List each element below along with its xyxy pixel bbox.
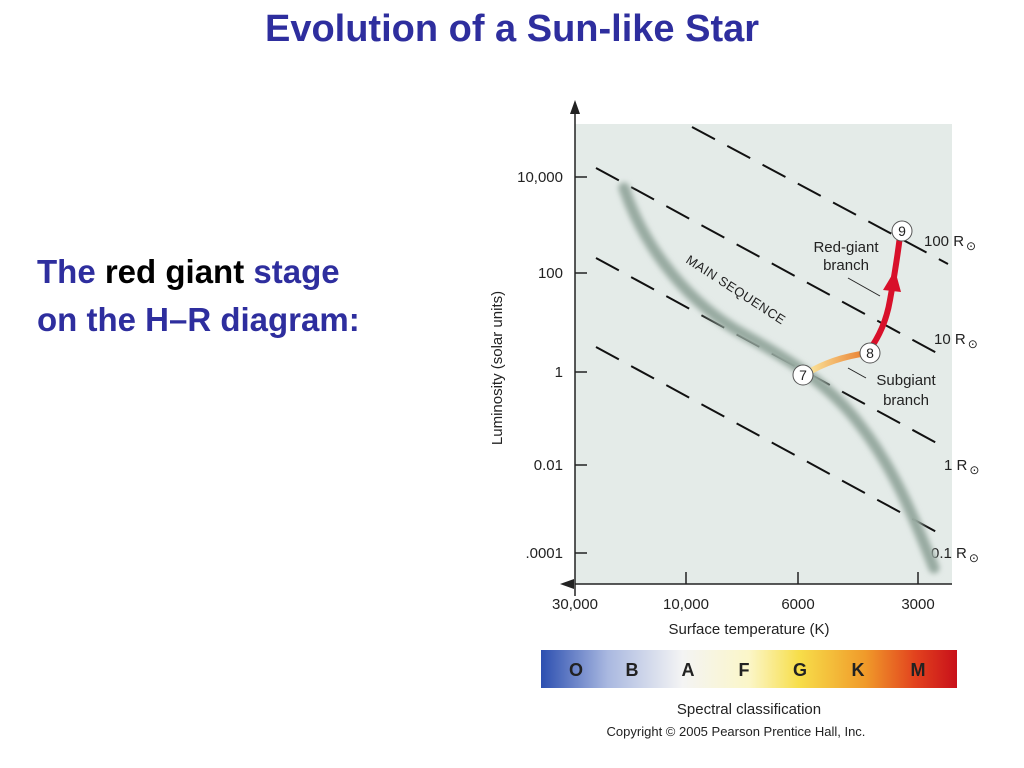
spectral-label: Spectral classification <box>677 701 821 718</box>
y-axis-arrow <box>570 100 580 114</box>
y-tick-label: 100 <box>538 265 563 282</box>
subgiant-label-line2: branch <box>883 392 929 409</box>
radius-line-10 <box>595 167 947 359</box>
subgiant-label-line1: Subgiant <box>876 372 936 389</box>
radius-label-1: 1 R ⊙ <box>944 457 979 477</box>
x-tick-label: 30,000 <box>552 596 598 613</box>
spectral-letter: F <box>739 660 750 680</box>
x-tick-label: 3000 <box>901 596 934 613</box>
subtitle-highlight: red giant <box>104 253 245 290</box>
x-axis-label: Surface temperature (K) <box>669 621 830 638</box>
spectral-letter: O <box>569 660 583 680</box>
spectral-letter: K <box>852 660 865 680</box>
copyright-notice: Copyright © 2005 Pearson Prentice Hall, … <box>607 724 866 739</box>
red-giant-label-line2: branch <box>823 257 869 274</box>
y-axis-label: Luminosity (solar units) <box>489 291 506 445</box>
y-tick-label: 1 <box>555 364 563 381</box>
subgiant-pointer <box>847 367 867 379</box>
spectral-letter: M <box>911 660 926 680</box>
spectral-letter: B <box>626 660 639 680</box>
y-ticks <box>575 176 587 554</box>
x-axis-arrow <box>560 579 574 589</box>
stage-marker-8: 8 <box>859 342 881 364</box>
radius-line-100 <box>691 126 949 265</box>
slide-subtitle: The red giant stage on the H–R diagram: <box>37 248 360 344</box>
y-tick-label: .0001 <box>525 545 563 562</box>
red-giant-label-line1: Red-giant <box>813 239 879 256</box>
subtitle-line2: on the H–R diagram: <box>37 301 360 338</box>
x-tick-label: 6000 <box>781 596 814 613</box>
red-giant-branch-track <box>865 233 903 355</box>
svg-text:8: 8 <box>866 345 874 361</box>
radius-label-0.1: 0.1 R ⊙ <box>931 545 979 565</box>
radius-label-100: 100 R ⊙ <box>924 233 976 253</box>
spectral-color-bar <box>541 650 957 688</box>
svg-text:7: 7 <box>799 367 807 383</box>
x-tick-label: 10,000 <box>663 596 709 613</box>
spectral-letters: O B A F G K M <box>569 660 926 680</box>
stage-marker-7: 7 <box>792 364 814 386</box>
slide-title: Evolution of a Sun-like Star <box>264 8 760 50</box>
radius-line-0.1 <box>595 346 945 537</box>
y-tick-label: 10,000 <box>517 169 563 186</box>
subtitle-part1: The <box>37 253 105 290</box>
radius-label-10: 10 R ⊙ <box>934 331 978 351</box>
spectral-letter: G <box>793 660 807 680</box>
stage-marker-9: 9 <box>891 220 913 242</box>
spectral-letter: A <box>682 660 695 680</box>
svg-text:9: 9 <box>898 223 906 239</box>
x-ticks <box>574 572 919 596</box>
y-tick-label: 0.01 <box>534 457 563 474</box>
red-giant-arrow <box>883 270 901 292</box>
red-giant-pointer <box>847 277 881 297</box>
radius-line-1 <box>595 257 945 448</box>
subtitle-part2: stage <box>244 253 340 290</box>
